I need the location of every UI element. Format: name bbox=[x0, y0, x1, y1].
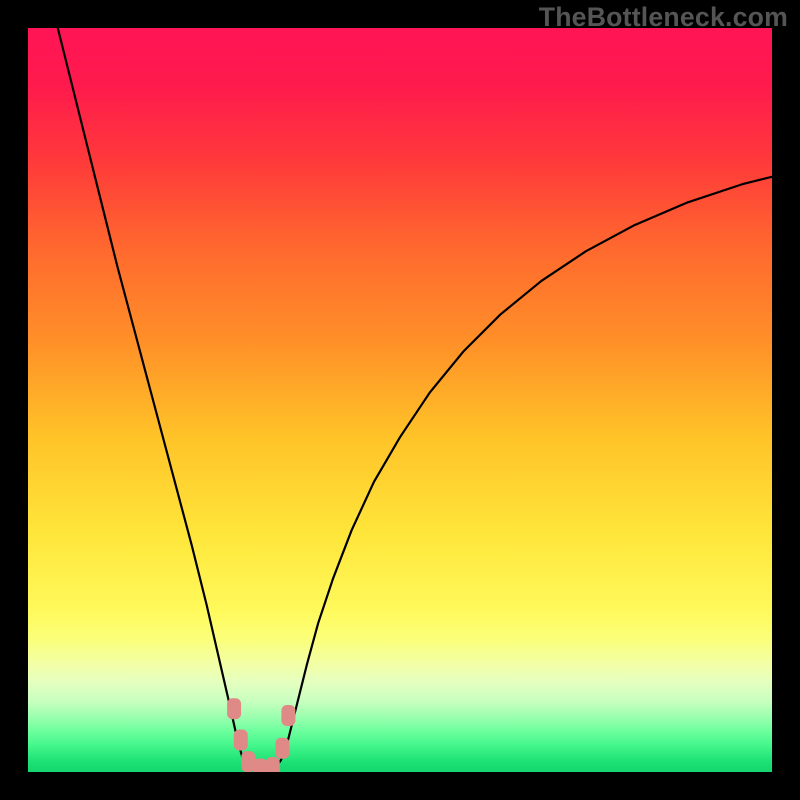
curve-marker bbox=[282, 705, 295, 725]
curve-marker bbox=[242, 752, 255, 772]
chart-svg bbox=[0, 0, 800, 800]
chart-canvas: TheBottleneck.com bbox=[0, 0, 800, 800]
curve-marker bbox=[228, 699, 241, 719]
curve-marker bbox=[234, 730, 247, 750]
watermark-text: TheBottleneck.com bbox=[539, 2, 788, 33]
curve-marker bbox=[276, 738, 289, 758]
plot-area bbox=[28, 28, 772, 772]
